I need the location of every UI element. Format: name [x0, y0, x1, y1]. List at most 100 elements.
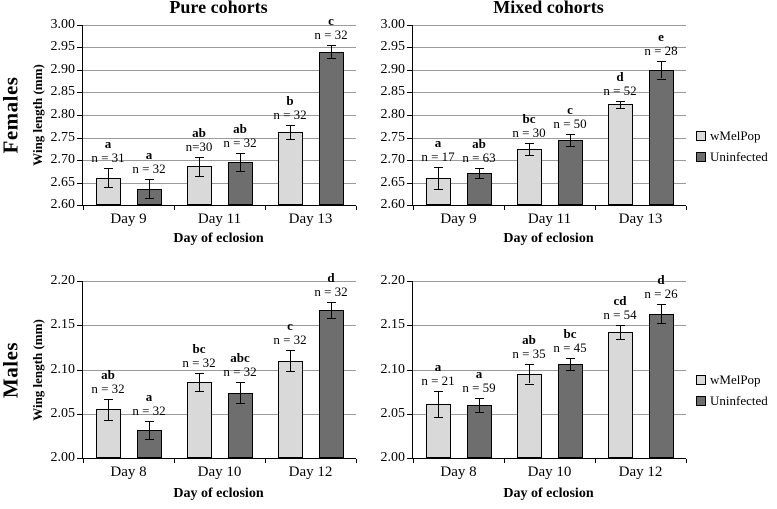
row-label-males: Males: [0, 341, 23, 398]
error-bar-cap: [475, 398, 484, 399]
y-tick-label: 2.10: [50, 362, 76, 377]
n-label: n = 32: [273, 332, 307, 347]
x-tick: [83, 206, 84, 210]
error-bar: [290, 350, 291, 371]
n-label: n = 32: [314, 27, 348, 42]
gridline: [413, 47, 686, 48]
n-label: n = 30: [512, 125, 546, 140]
x-tick: [504, 206, 505, 210]
sig-letter: bc: [192, 341, 206, 356]
y-tick-label: 2.75: [50, 130, 76, 145]
y-tick-label: 2.10: [380, 362, 406, 377]
sig-letter: ab: [101, 367, 115, 382]
n-label: n = 32: [273, 107, 307, 122]
y-tick: [77, 325, 82, 326]
y-tick-label: 2.90: [50, 62, 76, 77]
error-bar-cap: [657, 323, 666, 324]
error-bar-cap: [286, 125, 295, 126]
error-bar-cap: [657, 79, 666, 80]
y-tick-label: 2.15: [380, 317, 406, 332]
y-tick-label: 2.00: [380, 450, 406, 465]
category-label: Day 10: [527, 464, 572, 480]
legend-item-wmelpop: wMelPop: [696, 372, 768, 388]
gridline: [83, 25, 356, 26]
y-tick: [407, 281, 412, 282]
bar-wmelpop: [608, 104, 633, 205]
error-bar-cap: [525, 155, 534, 156]
n-label: n = 54: [603, 307, 637, 322]
error-bar: [199, 157, 200, 176]
n-label: n=30: [185, 139, 213, 154]
error-bar-cap: [475, 412, 484, 413]
y-tick: [77, 370, 82, 371]
y-tick-label: 2.65: [50, 175, 76, 190]
category-label: Day 9: [440, 211, 477, 227]
y-tick-label: 2.90: [380, 62, 406, 77]
y-tick-label: 3.00: [380, 17, 406, 32]
sig-letter: a: [475, 366, 483, 381]
category-label: Day 12: [288, 464, 333, 480]
error-bar: [290, 125, 291, 139]
y-tick: [77, 183, 82, 184]
sig-letter: ab: [192, 125, 206, 140]
category-label: Day 13: [288, 211, 333, 227]
error-bar-cap: [195, 176, 204, 177]
y-tick: [407, 370, 412, 371]
sig-letter: ab: [522, 332, 536, 347]
bar-uninfected: [319, 52, 344, 205]
category-label: Day 8: [110, 464, 147, 480]
y-tick-label: 2.80: [380, 107, 406, 122]
x-tick: [504, 459, 505, 463]
y-tick-label: 2.95: [380, 39, 406, 54]
error-bar-cap: [286, 371, 295, 372]
n-label: n = 31: [91, 150, 125, 165]
y-tick: [407, 70, 412, 71]
x-axis-label: Day of eclosion: [503, 231, 594, 246]
x-tick: [265, 206, 266, 210]
y-tick: [77, 25, 82, 26]
error-bar-cap: [104, 187, 113, 188]
error-bar-cap: [616, 325, 625, 326]
bar-uninfected: [319, 310, 344, 458]
error-bar-cap: [145, 421, 154, 422]
n-label: n = 32: [314, 284, 348, 299]
gridline: [413, 92, 686, 93]
n-label: n = 28: [644, 43, 678, 58]
n-label: n = 59: [462, 380, 496, 395]
y-tick-label: 2.85: [50, 84, 76, 99]
y-tick-label: 2.70: [380, 152, 406, 167]
error-bar: [529, 364, 530, 383]
error-bar-cap: [327, 45, 336, 46]
error-bar-cap: [145, 179, 154, 180]
sig-letter: b: [286, 93, 294, 108]
y-tick-label: 3.00: [50, 17, 76, 32]
gridline: [83, 370, 356, 371]
y-tick-label: 2.05: [380, 406, 406, 421]
error-bar-cap: [616, 339, 625, 340]
legend-item-uninfected: Uninfected: [696, 149, 768, 165]
error-bar-cap: [475, 178, 484, 179]
legend-label-uninfected: Uninfected: [710, 393, 768, 408]
y-tick: [407, 414, 412, 415]
gridline: [83, 70, 356, 71]
gridline: [413, 115, 686, 116]
gridline: [83, 47, 356, 48]
x-axis-label: Day of eclosion: [503, 486, 594, 501]
error-bar-cap: [236, 403, 245, 404]
plot-males-pure: 2.20 2.15 2.10 2.05 2.00 Day 8 Day 10 Day 12 n =…: [51, 271, 357, 480]
bar-wmelpop: [608, 332, 633, 458]
n-label: n = 35: [512, 346, 546, 361]
n-label: n = 32: [182, 355, 216, 370]
y-tick: [77, 458, 82, 459]
error-bar-cap: [236, 171, 245, 172]
row-label-females: Females: [0, 76, 23, 154]
y-tick: [77, 205, 82, 206]
y-tick: [407, 458, 412, 459]
error-bar-cap: [525, 384, 534, 385]
n-label: n = 21: [421, 373, 455, 388]
bar-uninfected: [467, 405, 492, 458]
error-bar: [240, 382, 241, 403]
plot-females-mixed: 3.00 2.95 2.90 2.85 2.80 2.75 2.70 2.65 2.60 Day …: [381, 17, 687, 227]
error-bar-cap: [566, 134, 575, 135]
sig-letter: cd: [613, 293, 627, 308]
